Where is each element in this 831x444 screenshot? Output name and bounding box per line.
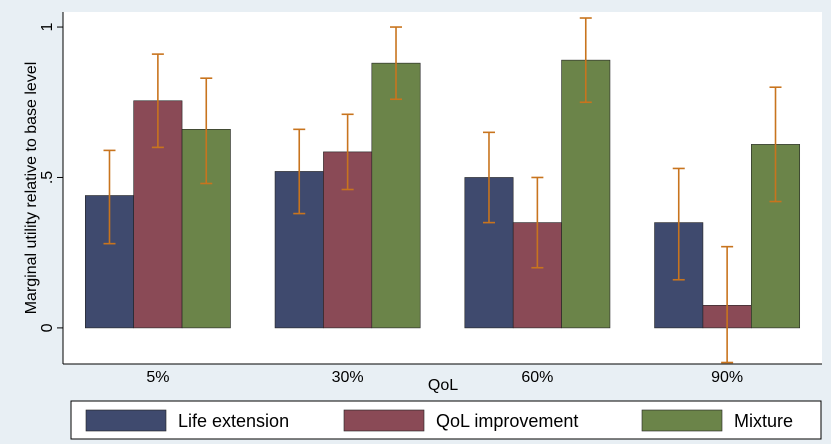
x-axis-title: QoL — [428, 377, 458, 394]
legend-swatch-life-extension — [85, 409, 167, 432]
legend-label-qol-improvement: QoL improvement — [436, 411, 578, 431]
y-tick-label: 1 — [39, 22, 56, 31]
x-tick-label: 60% — [521, 369, 553, 386]
y-tick-label: 0 — [39, 323, 56, 332]
y-axis-title: Marginal utility relative to base level — [23, 62, 40, 315]
legend: Life extension QoL improvement Mixture — [85, 409, 793, 432]
x-tick-label: 5% — [146, 369, 169, 386]
legend-swatch-qol-improvement — [343, 409, 425, 432]
y-tick-label: .5 — [39, 171, 56, 184]
legend-label-mixture: Mixture — [734, 411, 793, 431]
x-tick-label: 30% — [332, 369, 364, 386]
error-bars-group — [103, 17, 782, 364]
x-axis: 5% 30% 60% 90% — [63, 363, 822, 386]
legend-swatch-mixture — [641, 409, 723, 432]
y-axis: 0.51 — [39, 12, 64, 364]
bar-mixture-1 — [371, 62, 421, 329]
bar-mixture-2 — [561, 59, 611, 329]
legend-label-life-extension: Life extension — [178, 411, 289, 431]
x-tick-label: 90% — [711, 369, 743, 386]
